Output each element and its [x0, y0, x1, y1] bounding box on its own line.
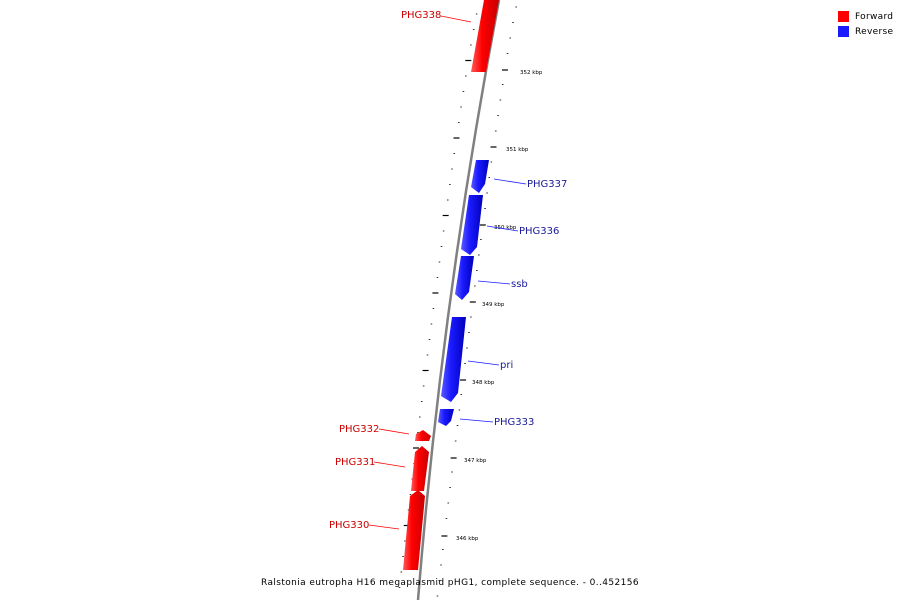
connector-phg336 — [486, 225, 519, 232]
gene-arrow-phg332[interactable] — [415, 430, 431, 441]
forward-swatch — [838, 11, 849, 22]
gene-arrow-phg331[interactable] — [411, 446, 429, 491]
legend-item-reverse: Reverse — [838, 24, 893, 39]
feature-label-phg332: PHG332 — [339, 424, 379, 435]
ruler-label: 352 kbp — [520, 70, 543, 76]
gene-arrow-phg336[interactable] — [461, 195, 483, 255]
gene-arrow-pri[interactable] — [441, 317, 466, 402]
legend-label-reverse: Reverse — [855, 26, 894, 37]
ruler-label: 348 kbp — [472, 380, 495, 386]
feature-labels: PHG338 PHG337 PHG336 ssb pri PHG333 PHG3… — [329, 10, 567, 531]
ruler-label: 346 kbp — [456, 536, 479, 542]
gene-arrow-phg333[interactable] — [438, 409, 454, 426]
connector-phg337 — [493, 178, 527, 185]
connector-phg332 — [378, 428, 410, 435]
ruler-label: 351 kbp — [506, 147, 529, 153]
backbone-arc — [416, 0, 501, 600]
label-connectors — [368, 15, 527, 530]
ruler-label: 347 kbp — [464, 458, 487, 464]
feature-label-phg331: PHG331 — [335, 457, 375, 468]
feature-label-phg337: PHG337 — [527, 179, 567, 190]
legend-label-forward: Forward — [855, 11, 894, 22]
connector-phg330 — [368, 524, 400, 530]
tick-marks — [398, 6, 517, 597]
connector-pri — [467, 360, 500, 366]
connector-ssb — [477, 280, 511, 285]
legend-item-forward: Forward — [838, 9, 893, 24]
legend: Forward Reverse — [838, 9, 893, 39]
gene-arrow-phg338[interactable] — [471, 0, 499, 72]
feature-label-phg338: PHG338 — [401, 10, 441, 21]
feature-label-phg333: PHG333 — [494, 417, 534, 428]
feature-label-phg330: PHG330 — [329, 520, 369, 531]
connector-phg333 — [459, 418, 494, 423]
map-caption: Ralstonia eutropha H16 megaplasmid pHG1,… — [260, 578, 640, 588]
gene-arrow-ssb[interactable] — [455, 256, 474, 300]
gene-arrows — [403, 0, 499, 570]
ruler-label: 349 kbp — [482, 302, 505, 308]
feature-label-phg336: PHG336 — [519, 226, 559, 237]
connector-phg338 — [440, 15, 472, 23]
ruler-labels: 352 kbp 351 kbp 350 kbp 349 kbp 348 kbp … — [456, 70, 543, 542]
gene-arrow-phg337[interactable] — [471, 160, 489, 193]
feature-label-pri: pri — [500, 360, 513, 371]
connector-phg331 — [373, 461, 406, 468]
reverse-swatch — [838, 26, 849, 37]
feature-label-ssb: ssb — [511, 279, 528, 290]
gene-arrow-phg330[interactable] — [403, 490, 425, 570]
ruler-label: 350 kbp — [494, 225, 517, 231]
